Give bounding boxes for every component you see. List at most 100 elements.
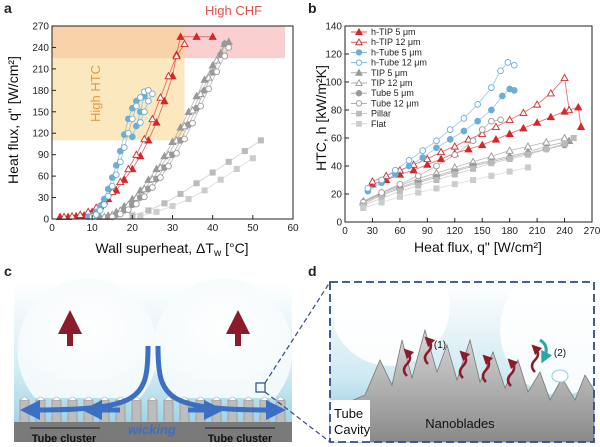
x-tick-label: 180 <box>501 226 518 237</box>
data-point <box>180 39 189 48</box>
data-point <box>470 176 477 184</box>
data-point <box>160 96 169 105</box>
pillar-cap <box>20 396 29 401</box>
data-point <box>433 162 440 170</box>
x-tick-label: 270 <box>584 226 600 237</box>
data-point <box>145 207 152 214</box>
data-point <box>450 142 459 150</box>
nanoblades-surface <box>329 328 595 443</box>
legend-item: Tube 12 μm <box>351 98 419 108</box>
data-point <box>116 177 125 185</box>
pillar-cap <box>36 396 45 401</box>
data-point <box>108 187 117 196</box>
data-point <box>415 182 422 189</box>
data-point <box>423 160 432 168</box>
data-point <box>436 154 446 163</box>
legend-label: h-Tube 12 μm <box>371 58 427 68</box>
data-point <box>100 201 108 209</box>
data-point <box>137 119 144 126</box>
series-4 <box>88 86 156 221</box>
data-point <box>164 71 173 80</box>
legend-label: TIP 5 μm <box>371 68 408 78</box>
x-tick-label: 50 <box>247 223 259 234</box>
data-point <box>221 52 229 60</box>
series-4 <box>364 59 518 192</box>
data-point <box>148 114 157 123</box>
data-point <box>505 146 514 154</box>
data-point <box>213 68 221 76</box>
data-point <box>120 144 128 151</box>
data-point <box>470 165 477 172</box>
data-point <box>474 101 481 108</box>
legend-item: h-Tube 12 μm <box>351 58 427 68</box>
data-point <box>108 213 116 221</box>
data-point <box>546 88 555 97</box>
x-tick-label: 40 <box>207 223 219 234</box>
legend-item: Tube 5 μm <box>351 88 414 98</box>
x-tick-label: 210 <box>529 226 546 237</box>
data-point <box>570 134 577 142</box>
data-point <box>499 92 506 100</box>
pillar-cap <box>196 396 205 401</box>
data-point <box>149 90 156 98</box>
legend-marker <box>355 59 363 66</box>
data-point <box>469 137 477 145</box>
tube-cluster-label-right: Tube cluster <box>208 433 273 445</box>
y-tick-label: 30 <box>38 193 50 204</box>
data-point <box>141 108 148 116</box>
schematic-c: Tube cluster Tube cluster wicking <box>14 278 293 445</box>
zoom-line-top <box>264 281 331 384</box>
series-10 <box>137 155 256 220</box>
data-point <box>364 185 372 192</box>
data-point <box>488 117 495 125</box>
x-axis-label-a: Wall superheat, ΔTw [°C] <box>95 240 248 259</box>
tube-pillar <box>67 399 78 425</box>
y-axis-label-a: Heat flux, q" [W/cm²] <box>5 56 21 184</box>
legend-item: TIP 5 μm <box>351 68 408 78</box>
y-tick-label: 90 <box>38 150 50 161</box>
high-htc-label: High HTC <box>88 65 103 122</box>
x-tick-label: 120 <box>446 226 463 237</box>
data-point <box>225 158 232 165</box>
data-point <box>396 180 404 188</box>
data-point <box>177 190 184 198</box>
mechanism-label-1: (1) <box>434 340 446 351</box>
data-point <box>217 176 224 183</box>
high-chf-label: High CHF <box>205 3 262 18</box>
data-point <box>519 108 528 116</box>
y-tick-label: 120 <box>32 129 49 140</box>
data-point <box>140 134 149 143</box>
data-point <box>532 100 542 108</box>
data-point <box>564 105 574 114</box>
legend-marker <box>355 68 363 76</box>
data-point <box>225 44 233 51</box>
data-point <box>409 165 418 174</box>
x-tick-label: 30 <box>167 223 179 234</box>
data-point <box>112 186 121 194</box>
mechanism-label-2: (2) <box>554 348 566 359</box>
data-point <box>474 117 481 125</box>
legend-marker <box>356 110 362 117</box>
data-point <box>478 126 486 133</box>
data-point <box>59 212 69 221</box>
data-point <box>391 166 399 174</box>
y-tick-label: 0 <box>43 215 49 226</box>
data-point <box>414 172 422 180</box>
legend-marker <box>355 49 363 56</box>
data-point <box>193 180 200 187</box>
data-point <box>368 177 377 185</box>
data-point <box>446 126 454 133</box>
data-point <box>128 115 136 123</box>
data-point <box>145 97 152 105</box>
vapor-wave-3 <box>458 350 471 379</box>
data-point <box>360 204 367 212</box>
data-point <box>524 164 531 171</box>
x-tick-label: 240 <box>556 226 573 237</box>
legend-label: Flat <box>371 119 387 129</box>
data-point <box>574 102 583 111</box>
data-point <box>124 206 132 214</box>
data-point <box>488 106 495 114</box>
legend-marker <box>355 38 363 46</box>
bubble-d-left <box>330 282 450 366</box>
y-tick-label: 80 <box>331 106 343 117</box>
